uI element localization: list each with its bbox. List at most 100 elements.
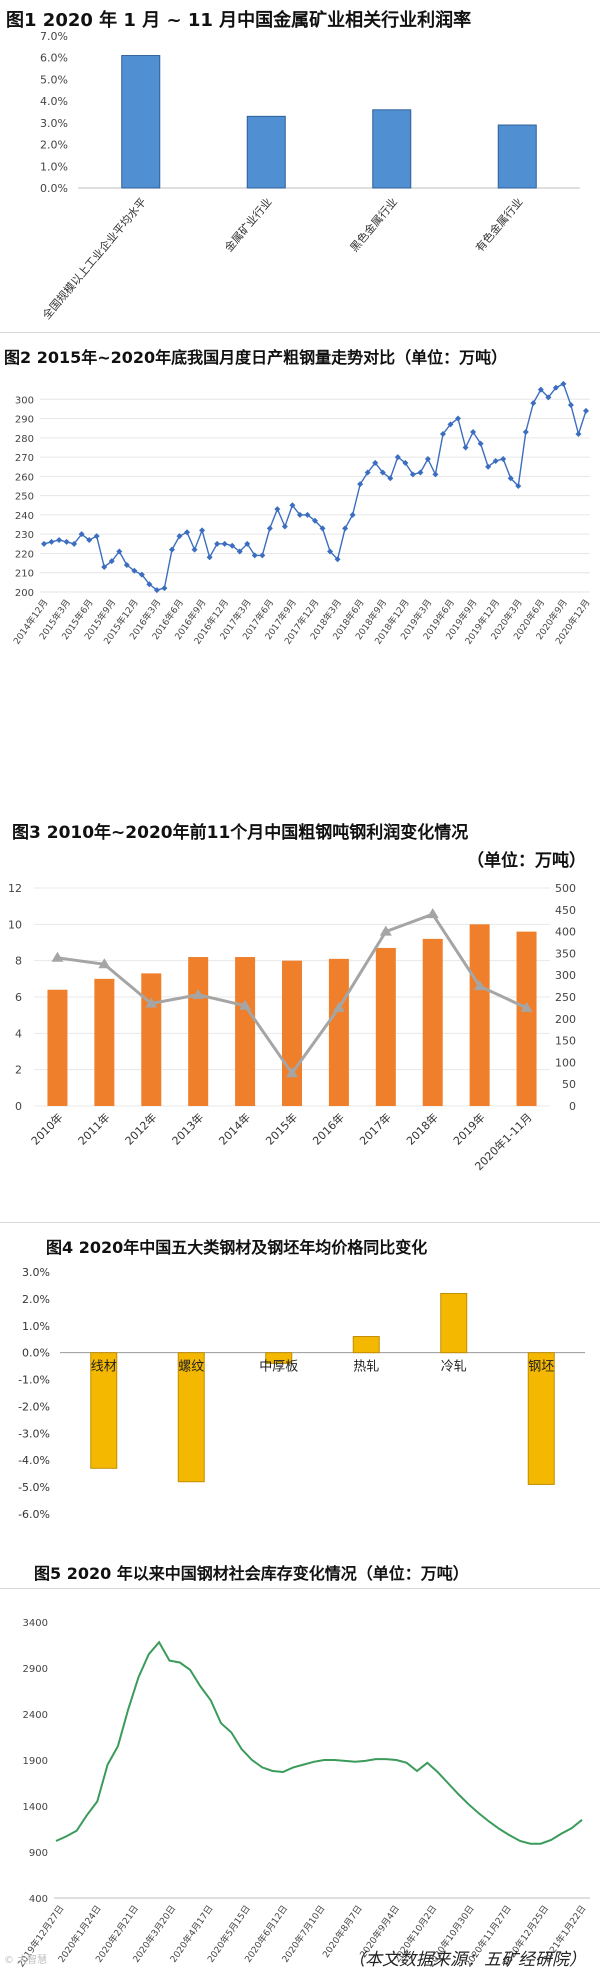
x-tick-label: 中厚板 [259, 1360, 298, 1375]
bar [375, 947, 396, 1106]
bar [352, 1336, 380, 1354]
data-point [537, 386, 544, 393]
x-tick-label: 2011年 [75, 1110, 112, 1147]
data-point [176, 533, 183, 540]
data-point [364, 469, 371, 476]
data-point [319, 525, 326, 532]
data-point [116, 548, 123, 555]
data-point [426, 908, 439, 919]
data-point [229, 542, 236, 549]
data-point [71, 540, 78, 547]
figure-3-panel: 图3 2010年~2020年前11个月中国粗钢吨钢利润变化情况 （单位：万吨） … [0, 808, 600, 1220]
data-point [379, 469, 386, 476]
x-tick-label: 黑色金属行业 [347, 195, 400, 255]
x-tick-label: 螺纹 [178, 1360, 204, 1375]
y2-tick-label: 100 [555, 1056, 576, 1069]
data-point [583, 407, 589, 414]
data-point [455, 415, 462, 422]
data-point [334, 556, 341, 563]
data-point [515, 483, 522, 489]
y-tick-label: 4 [15, 1027, 22, 1040]
data-point [251, 552, 258, 559]
y-tick-label: 1.0% [22, 1320, 50, 1333]
bar [188, 957, 209, 1106]
bar [90, 1352, 118, 1469]
figure-3-chart: 0 2 4 6 8 10 12 0 50 100 150 200 250 300 350 400 450 500 2… [8, 882, 576, 1173]
data-point [63, 538, 70, 545]
data-point [289, 502, 296, 509]
x-tick-label: 线材 [91, 1360, 117, 1375]
data-point [447, 421, 454, 428]
y-tick-label: 2900 [23, 1664, 48, 1675]
data-point [214, 540, 221, 547]
data-point [387, 475, 394, 482]
data-point [507, 475, 514, 482]
x-tick-label: 钢坯 [528, 1360, 554, 1375]
data-point [357, 481, 364, 488]
data-point [86, 536, 93, 543]
data-source-note: （本文数据来源：五矿经研院） [348, 1950, 586, 1970]
bar [527, 1352, 555, 1485]
data-point [470, 429, 477, 436]
data-point [286, 1067, 298, 1078]
separator [0, 1222, 600, 1223]
figure-5-chart: 400900140019002400290034002019年12月27日202… [15, 1618, 590, 1969]
bar [246, 115, 286, 189]
data-point [485, 463, 492, 470]
data-point [394, 454, 401, 461]
y-tick-label: 280 [15, 434, 34, 445]
y-tick-label: 400 [29, 1894, 48, 1905]
y-tick-label: 3.0% [22, 1266, 50, 1279]
y-tick-label: 7.0% [40, 30, 68, 43]
data-point [145, 997, 158, 1008]
data-point [409, 471, 416, 478]
data-point [560, 380, 567, 387]
bar [235, 957, 256, 1106]
data-point [153, 587, 160, 594]
y2-tick-label: 400 [555, 926, 576, 939]
bar [121, 55, 161, 189]
bar [265, 1352, 293, 1364]
bar [177, 1352, 205, 1483]
data-point [492, 457, 499, 464]
data-point [101, 563, 108, 570]
bar [516, 931, 537, 1106]
data-point [312, 517, 318, 524]
x-tick-label: 2016年 [310, 1110, 347, 1147]
data-point [259, 552, 266, 559]
y-tick-label: 0.0% [22, 1347, 50, 1360]
y-tick-label: 5.0% [40, 73, 68, 86]
data-point [168, 546, 175, 553]
x-tick-label: 冷轧 [441, 1360, 467, 1375]
y-tick-label: 0.0% [40, 182, 68, 195]
data-point [206, 554, 213, 561]
x-tick-label: 2017年 [356, 1110, 393, 1147]
y-tick-label: 260 [15, 472, 34, 483]
data-point [575, 430, 582, 437]
figure-2-title: 图2 2015年~2020年底我国月度日产粗钢量走势对比（单位：万吨） [4, 348, 508, 367]
data-point [439, 430, 446, 437]
figure-1-title: 图1 2020 年 1 月 ~ 11 月中国金属矿业相关行业利润率 [6, 10, 472, 31]
figure-4-title: 图4 2020年中国五大类钢材及钢坯年均价格同比变化 [46, 1238, 428, 1257]
y-tick-label: -3.0% [18, 1427, 50, 1440]
y-tick-label: 2.0% [22, 1293, 50, 1306]
figure-4-chart: 3.0% 2.0% 1.0% 0.0% -1.0% -2.0% -3.0% -4.0% -5.0… [18, 1266, 585, 1521]
y-tick-label: -4.0% [18, 1454, 50, 1467]
y-tick-label: -5.0% [18, 1481, 50, 1494]
y-tick-label: 6.0% [40, 52, 68, 65]
data-point [327, 548, 334, 555]
y-tick-label: 240 [15, 511, 34, 522]
figure-2-panel: 图2 2015年~2020年底我国月度日产粗钢量走势对比（单位：万吨） 200 2… [0, 334, 600, 808]
x-tick-label: 2010年 [28, 1110, 65, 1147]
data-point [56, 536, 63, 543]
data-point [379, 925, 392, 936]
data-point [123, 562, 130, 569]
figure-5-title: 图5 2020 年以来中国钢材社会库存变化情况（单位：万吨） [34, 1564, 469, 1583]
y-tick-label: 8 [15, 955, 22, 968]
figure-4-panel: 图4 2020年中国五大类钢材及钢坯年均价格同比变化 3.0% 2.0% 1.0% 0… [0, 1224, 600, 1550]
y-tick-label: -2.0% [18, 1400, 50, 1413]
x-tick-label: 有色金属行业 [472, 195, 525, 255]
bar [47, 989, 68, 1106]
y-tick-label: 0 [15, 1100, 22, 1113]
data-point [98, 958, 111, 969]
